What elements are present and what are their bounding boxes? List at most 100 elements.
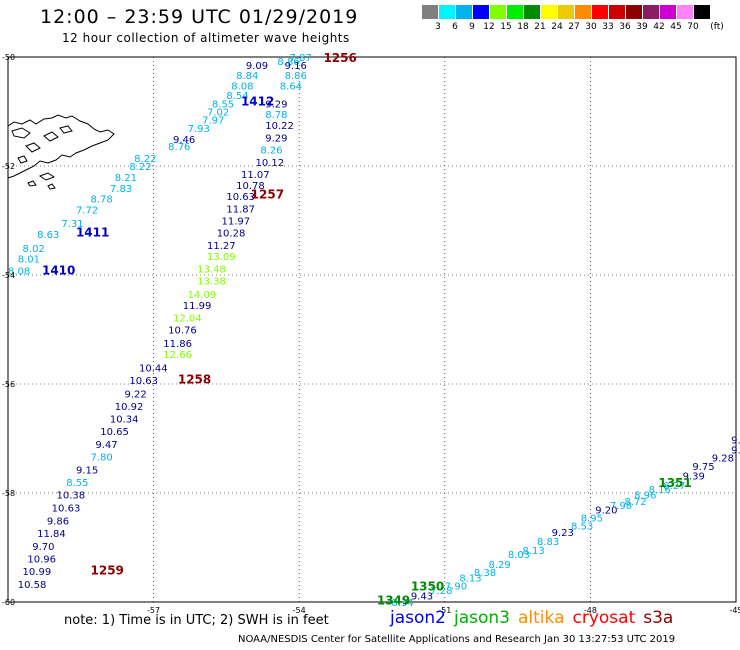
- wave-height-value: 8.01: [18, 255, 40, 266]
- wave-height-value: 13.48: [197, 264, 226, 275]
- latitude-label: -60: [2, 598, 15, 607]
- wave-height-value: 13.09: [207, 252, 236, 263]
- latitude-label: -58: [2, 489, 15, 498]
- wave-height-value: 11.99: [183, 301, 212, 312]
- wave-height-value: 10.96: [27, 554, 56, 565]
- scale-label: 36: [619, 22, 631, 32]
- wave-height-value: 9.20: [595, 505, 617, 516]
- map-frame: [7, 56, 737, 603]
- scale-label: 9: [469, 22, 475, 32]
- scale-label: 12: [483, 22, 495, 32]
- scale-label: 15: [500, 22, 512, 32]
- wave-height-value: 8.83: [537, 537, 559, 548]
- scale-swatch: [490, 5, 506, 19]
- satellite-legend-entry: jason3: [454, 608, 510, 628]
- satellite-legend-entry: s3a: [643, 608, 674, 628]
- wave-height-value: 10.76: [168, 326, 197, 337]
- wave-height-value: 9.29: [265, 134, 287, 145]
- wave-height-value: 9.23: [552, 528, 574, 539]
- wave-height-value: 12.66: [163, 350, 192, 361]
- scale-label: 30: [585, 22, 597, 32]
- longitude-label: -57: [147, 606, 160, 615]
- wave-height-value: 9.15: [76, 466, 98, 477]
- falkland-islands-coastline: [7, 114, 115, 190]
- wave-height-value: 11.97: [222, 217, 251, 228]
- wave-height-value: 8.29: [488, 560, 510, 571]
- scale-swatch: [626, 5, 642, 19]
- wave-height-value: 8.55: [66, 478, 88, 489]
- wave-height-value: 8.86: [285, 71, 307, 82]
- pass-number-label: 1411: [76, 225, 109, 239]
- scale-swatch: [473, 5, 489, 19]
- wave-height-value: 8.64: [280, 81, 302, 92]
- scale-swatch: [422, 5, 438, 19]
- wave-height-value: 8.54: [226, 91, 248, 102]
- wave-height-value: 8.13: [459, 573, 481, 584]
- wave-height-value: 12.04: [173, 314, 202, 325]
- wave-height-value: 9.47: [95, 440, 117, 451]
- wave-height-value: 8.21: [115, 173, 137, 184]
- wave-height-value: 7.93: [188, 124, 210, 135]
- wave-height-value: 8.02: [23, 244, 45, 255]
- wave-height-value: 9.39: [683, 472, 705, 483]
- wave-height-value: 7.83: [110, 184, 132, 195]
- wave-height-value: 8.27: [663, 481, 685, 492]
- satellite-legend-entry: cryosat: [572, 608, 636, 628]
- graticule: [8, 56, 737, 603]
- wave-height-value: 11.27: [207, 241, 236, 252]
- wave-height-value: 8.78: [91, 195, 113, 206]
- wave-height-value: 13.38: [197, 276, 226, 287]
- axis-labels: -57 -54 -51 -48 -45 -50 -52 -54 -56 -58 -60: [2, 53, 740, 615]
- footnote: note: 1) Time is in UTC; 2) SWH is in fe…: [64, 613, 329, 628]
- pass-number-label: 1410: [42, 264, 75, 278]
- scale-swatch: [609, 5, 625, 19]
- wave-height-value: 11.87: [226, 205, 255, 216]
- wave-height-value: 10.78: [236, 181, 265, 192]
- wave-height-value: 9.09: [246, 61, 268, 72]
- scale-label: 24: [551, 22, 563, 32]
- wave-height-value: 8.76: [168, 142, 190, 153]
- wave-height-value: 9.46: [173, 135, 195, 146]
- wave-height-value: 7.97: [202, 116, 224, 127]
- wave-height-value: 7.98: [610, 501, 632, 512]
- wave-height-value: 8.08: [231, 81, 253, 92]
- wave-height-value: 8.53: [571, 522, 593, 533]
- wave-height-value: 8.34: [391, 598, 413, 609]
- latitude-label: -50: [2, 53, 15, 62]
- wave-height-value: 8.63: [37, 230, 59, 241]
- wave-height-value: 8.72: [624, 497, 646, 508]
- wave-height-value: 14.09: [188, 290, 217, 301]
- scale-swatch: [592, 5, 608, 19]
- wave-height-value: 7.02: [207, 108, 229, 119]
- wave-height-value: 8.13: [522, 546, 544, 557]
- scale-swatch: [507, 5, 523, 19]
- wave-height-value: 7.28: [430, 586, 452, 597]
- pass-number-label: 1259: [91, 563, 124, 577]
- satellite-legend: jason2 jason3 altika cryosat s3a: [390, 608, 681, 628]
- wave-height-value: 7.80: [91, 452, 113, 463]
- wave-height-value: 10.34: [110, 414, 139, 425]
- satellite-legend-entry: altika: [518, 608, 565, 628]
- longitude-label: -45: [729, 606, 740, 615]
- scale-swatch: [677, 5, 693, 19]
- pass-number-label: 1350: [411, 580, 444, 594]
- scale-label: 42: [653, 22, 665, 32]
- wave-observations: 7.878.869.09 9.168.84 8.868.08 8.648.548.55…: [8, 53, 740, 609]
- wave-height-value: 8.26: [260, 146, 282, 157]
- scale-label: 27: [568, 22, 580, 32]
- wave-height-value: 10.28: [217, 228, 246, 239]
- wave-height-value: 9.29: [265, 99, 287, 110]
- longitude-label: -51: [438, 606, 451, 615]
- wave-height-value: 8.38: [474, 568, 496, 579]
- wave-height-value: 10.58: [18, 580, 47, 591]
- longitude-label: -54: [293, 606, 306, 615]
- wave-height-value: 8.95: [581, 514, 603, 525]
- wave-height-value: 8.96: [634, 491, 656, 502]
- pass-number-label: 1258: [178, 373, 211, 387]
- wave-height-value: 10.65: [100, 427, 129, 438]
- wave-height-value: 9.22: [124, 389, 146, 400]
- wave-height-value: 10.92: [115, 402, 144, 413]
- scale-label: 33: [602, 22, 614, 32]
- wave-height-value: 7.87: [289, 53, 311, 64]
- wave-height-value: 11.86: [163, 339, 192, 350]
